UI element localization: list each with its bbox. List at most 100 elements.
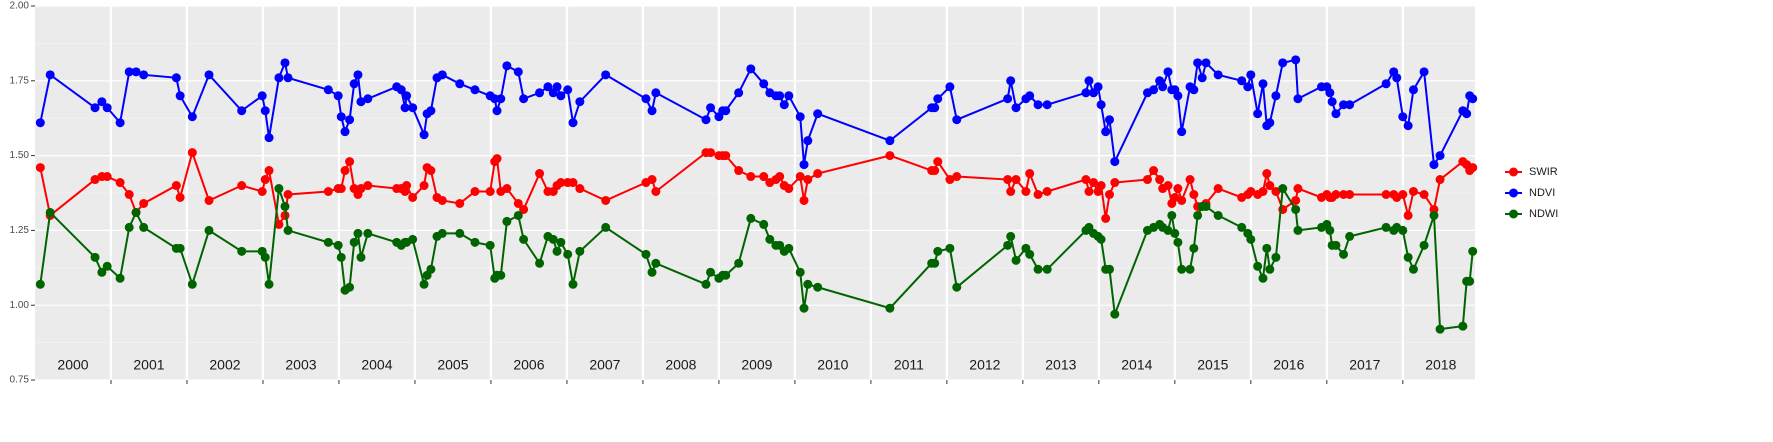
data-point [1142,175,1152,185]
y-tick-label: 0.75 [10,375,30,386]
data-point [264,133,274,143]
data-point [1006,231,1016,241]
data-point [400,103,410,113]
data-point [1237,76,1247,86]
legend-point [1509,167,1518,177]
data-point [647,175,657,185]
data-point [408,234,418,244]
data-point [1104,189,1114,199]
data-point [933,157,943,167]
data-point [1345,100,1355,110]
data-point [1291,55,1301,65]
data-point [124,67,134,77]
data-point [1265,264,1275,274]
data-point [1201,58,1211,68]
data-point [575,246,585,256]
data-point [1003,94,1013,104]
data-point [1278,58,1288,68]
data-point [556,178,566,188]
data-point [601,222,611,232]
data-point [930,166,940,176]
data-point [1331,240,1341,250]
data-point [1468,94,1478,104]
data-point [765,234,775,244]
data-point [274,219,284,229]
data-point [264,166,274,176]
data-point [1435,151,1445,161]
data-point [1096,234,1106,244]
data-point [1291,204,1301,214]
data-point [513,67,523,77]
data-point [124,222,134,232]
data-point [470,85,480,95]
data-point [759,79,769,89]
data-point [115,118,125,128]
data-point [171,181,181,191]
data-point [1293,225,1303,235]
data-point [257,187,267,197]
data-point [1408,264,1418,274]
data-point [601,70,611,80]
data-point [237,106,247,116]
data-point [1110,309,1120,319]
data-point [1278,184,1288,194]
data-point [408,103,418,113]
data-point [363,94,373,104]
data-point [1253,261,1263,271]
data-point [1163,225,1173,235]
data-point [333,240,343,250]
data-point [1403,252,1413,262]
data-point [1042,187,1052,197]
data-point [280,201,290,211]
data-point [45,70,55,80]
y-tick-label: 2.00 [10,1,30,12]
legend-label: SWIR [1529,166,1558,178]
legend-label: NDVI [1529,187,1555,199]
data-point [930,103,940,113]
data-point [799,303,809,313]
data-point [1093,82,1103,92]
data-point [513,210,523,220]
data-point [1167,210,1177,220]
data-point [1243,82,1253,92]
data-point [1408,187,1418,197]
data-point [455,198,465,208]
data-point [784,91,794,101]
data-point [260,106,270,116]
data-point [274,184,284,194]
data-point [363,228,373,238]
data-point [706,103,716,113]
data-point [90,103,100,113]
data-point [803,175,813,185]
data-point [1213,70,1223,80]
data-point [470,187,480,197]
data-point [396,85,406,95]
data-point [1325,225,1335,235]
data-point [1185,264,1195,274]
data-point [45,207,55,217]
data-point [1110,178,1120,188]
data-point [568,279,578,289]
data-point [1345,231,1355,241]
year-label: 2014 [1121,357,1152,373]
data-point [502,216,512,226]
data-point [1419,240,1429,250]
data-point [340,127,350,137]
year-label: 2012 [969,357,1000,373]
data-point [556,91,566,101]
series [35,55,1478,170]
data-point [746,64,756,74]
data-point [1081,175,1091,185]
data-point [1403,210,1413,220]
data-point [1193,210,1203,220]
data-point [1021,187,1031,197]
data-point [426,166,436,176]
data-point [115,273,125,283]
data-point [237,181,247,191]
year-label: 2007 [589,357,620,373]
data-point [336,184,346,194]
data-point [1149,166,1159,176]
data-point [701,115,711,125]
data-point [1246,234,1256,244]
data-point [1213,210,1223,220]
